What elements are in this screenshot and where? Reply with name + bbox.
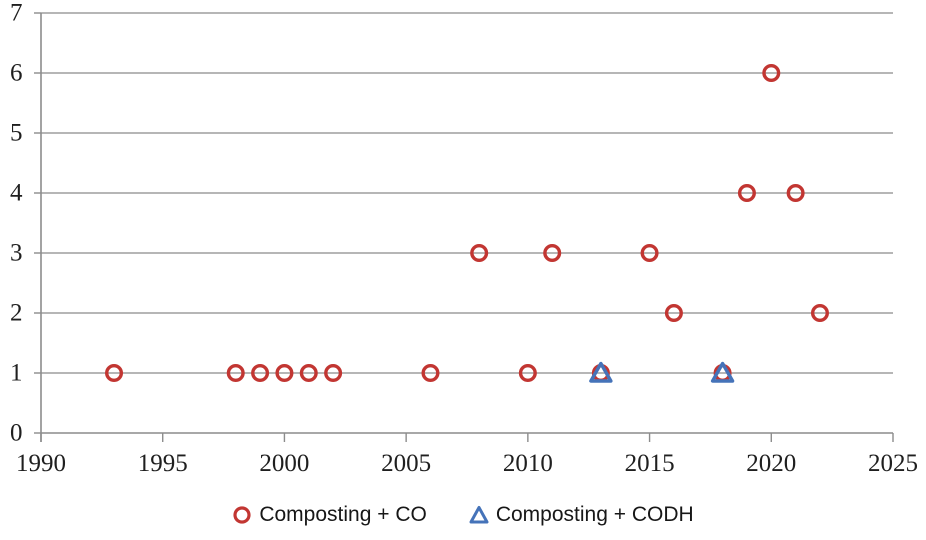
data-point — [640, 243, 659, 262]
data-point — [762, 63, 781, 82]
data-point — [421, 364, 440, 383]
y-tick-label: 0 — [10, 419, 23, 447]
x-tick-label: 2015 — [624, 450, 675, 477]
data-point — [543, 243, 562, 262]
data-point — [810, 304, 829, 323]
data-point — [299, 364, 318, 383]
data-point — [251, 364, 270, 383]
data-point — [275, 364, 294, 383]
x-tick-label: 2010 — [502, 450, 553, 477]
chart-legend: Composting + CO Composting + CODH — [0, 503, 926, 527]
y-tick-label: 5 — [10, 119, 23, 147]
data-point — [710, 361, 735, 383]
triangle-marker-icon — [469, 506, 489, 524]
data-point — [324, 364, 343, 383]
data-point — [589, 361, 613, 383]
y-tick-label: 4 — [10, 179, 23, 207]
legend-item-composting-co: Composting + CO — [232, 503, 427, 527]
data-point — [470, 243, 489, 262]
x-tick-label: 2005 — [381, 450, 432, 477]
x-tick-label: 1990 — [16, 450, 66, 477]
legend-label: Composting + CODH — [495, 503, 694, 526]
y-tick-label: 2 — [10, 299, 23, 327]
x-tick-label: 2025 — [868, 450, 918, 477]
circle-marker-icon — [233, 506, 251, 524]
data-point — [105, 364, 124, 383]
x-tick-label: 2000 — [259, 450, 310, 477]
y-tick-label: 3 — [10, 239, 23, 267]
data-point — [518, 364, 537, 383]
y-tick-label: 1 — [10, 359, 23, 387]
legend-item-composting-codh: Composting + CODH — [469, 503, 694, 527]
data-point — [664, 304, 683, 323]
y-tick-label: 6 — [10, 59, 23, 87]
data-point — [226, 364, 245, 383]
legend-label: Composting + CO — [259, 503, 427, 526]
x-tick-label: 2020 — [746, 450, 797, 477]
y-tick-label: 7 — [10, 0, 23, 27]
data-point — [786, 183, 805, 202]
x-tick-label: 1995 — [137, 450, 188, 477]
data-point — [737, 183, 756, 202]
